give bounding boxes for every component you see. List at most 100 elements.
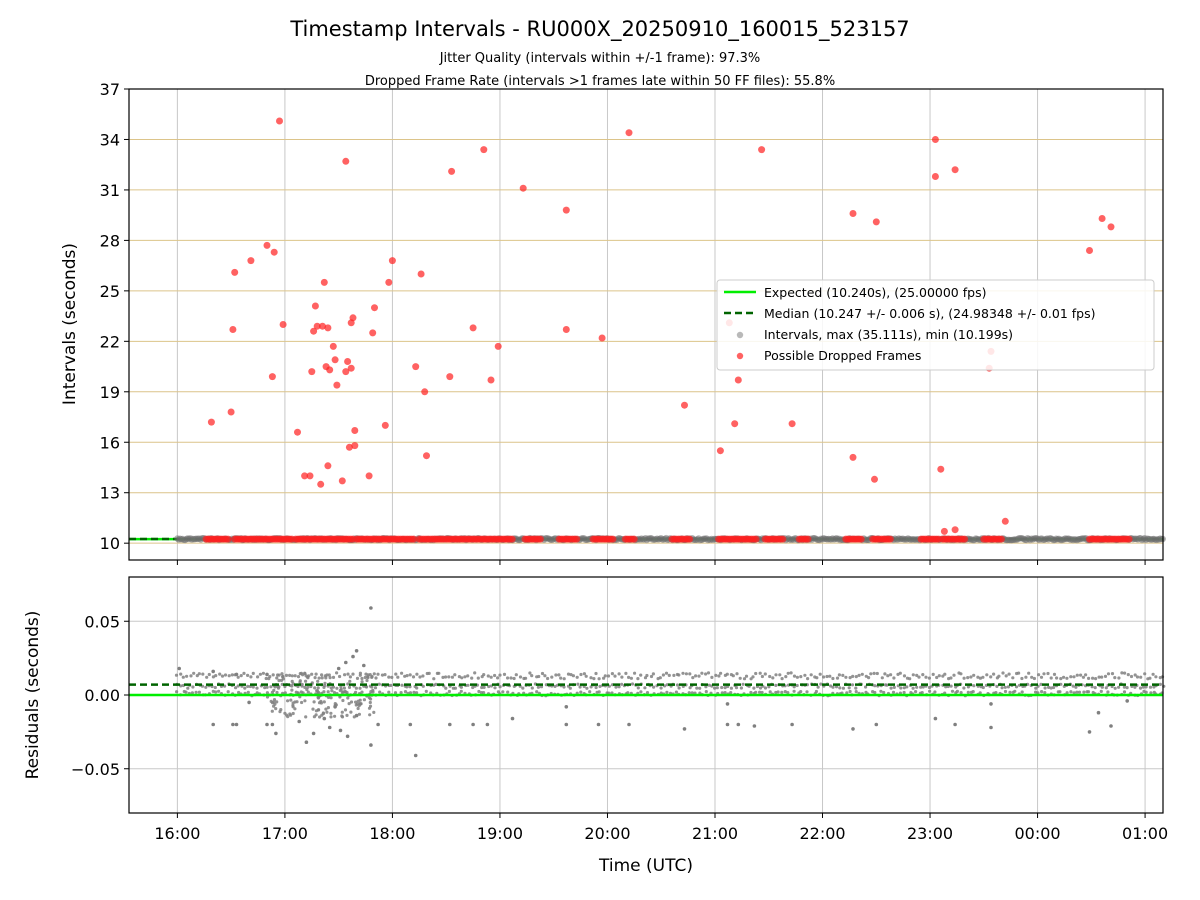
residual-point [1043, 686, 1047, 690]
dropped-frame-point [345, 443, 353, 451]
residual-point [1138, 686, 1143, 690]
residual-outlier-point [211, 722, 215, 727]
residual-point [799, 690, 803, 694]
dropped-frame-point [872, 218, 880, 226]
residual-point [502, 672, 507, 677]
residual-outlier-point [369, 606, 373, 610]
residual-point [1072, 675, 1076, 679]
residual-point [780, 690, 784, 695]
residual-point [550, 675, 554, 679]
legend-dropped-label: Possible Dropped Frames [764, 348, 921, 363]
residual-point [358, 673, 362, 677]
dropped-frame-point [951, 166, 959, 174]
residual-point [1055, 676, 1059, 680]
residual-point [482, 691, 486, 695]
residual-point [280, 672, 284, 676]
residual-outlier-point [448, 722, 452, 727]
residual-point [325, 710, 329, 714]
residual-point [338, 674, 342, 679]
bottom-y-tick-label: 0.00 [84, 686, 120, 705]
residual-point [535, 690, 539, 694]
residual-point [792, 689, 796, 693]
residual-point [434, 682, 438, 687]
residual-point [905, 685, 909, 689]
residual-point [346, 696, 350, 700]
residual-point [831, 685, 835, 689]
residual-point [286, 699, 290, 703]
residual-point [189, 674, 193, 678]
residual-point [480, 685, 484, 690]
residual-point [723, 686, 727, 690]
residual-point [540, 671, 545, 676]
residual-point [444, 675, 448, 679]
residual-outlier-point [362, 663, 366, 668]
residual-point [349, 700, 354, 704]
residual-point [476, 676, 480, 680]
residual-outlier-point [358, 702, 363, 706]
residual-outlier-point [413, 753, 418, 758]
residual-point [246, 690, 250, 695]
residual-point [374, 676, 378, 680]
legend-median-label: Median (10.247 +/- 0.006 s), (24.98348 +… [764, 306, 1095, 321]
residual-outlier-point [297, 719, 302, 724]
residual-point [1049, 676, 1053, 680]
residual-point [1144, 685, 1148, 689]
residual-point [486, 674, 490, 678]
residual-point [758, 686, 763, 690]
residual-point [959, 672, 963, 676]
dropped-frame-point [931, 136, 939, 143]
dropped-frame-point [324, 324, 332, 332]
residual-point [935, 675, 939, 680]
residual-outlier-point [408, 722, 413, 727]
residual-point [1017, 671, 1021, 675]
dropped-frame-point [951, 526, 959, 534]
dropped-frame-point [857, 535, 865, 543]
residual-point [949, 676, 953, 680]
residual-point [387, 690, 391, 694]
dropped-frame-point [333, 381, 341, 389]
residual-point [891, 690, 896, 695]
residual-point [899, 686, 903, 690]
residual-point [731, 674, 735, 678]
residual-outlier-point [485, 722, 490, 727]
dropped-frame-point [338, 477, 346, 485]
residual-point [915, 685, 919, 689]
legend-box [716, 279, 1155, 371]
dropped-frame-point [598, 334, 606, 342]
residual-point [263, 686, 267, 690]
residual-point [313, 676, 317, 680]
residual-point [312, 715, 316, 719]
residual-point [626, 691, 630, 695]
residual-point [277, 678, 281, 683]
dropped-frame-point [752, 535, 760, 543]
residual-point [1125, 686, 1129, 690]
residual-point [1065, 691, 1069, 695]
residual-point [1120, 671, 1124, 675]
residual-point [283, 691, 287, 695]
residual-point [289, 713, 293, 717]
residual-point [498, 685, 502, 689]
residual-point [562, 685, 566, 689]
residual-point [805, 690, 809, 694]
dropped-frame-point [1125, 535, 1133, 543]
dropped-frame-point [263, 241, 271, 249]
residual-point [378, 690, 382, 694]
residual-point [356, 706, 360, 711]
top-y-tick-label: 37 [100, 80, 120, 99]
residual-point [571, 674, 576, 678]
residual-point [1093, 686, 1097, 690]
residual-point [720, 691, 724, 695]
residual-point [784, 675, 788, 679]
residual-outlier-point [274, 731, 278, 736]
residual-point [272, 704, 276, 708]
residual-point [380, 673, 384, 677]
residual-point [613, 674, 617, 678]
residual-point [457, 675, 461, 679]
residual-point [675, 683, 680, 687]
residual-point [192, 671, 196, 675]
dropped-frame-point [331, 356, 339, 364]
residual-point [854, 675, 858, 679]
residual-point [919, 685, 923, 689]
residual-point [1065, 676, 1069, 680]
residual-point [795, 683, 799, 688]
